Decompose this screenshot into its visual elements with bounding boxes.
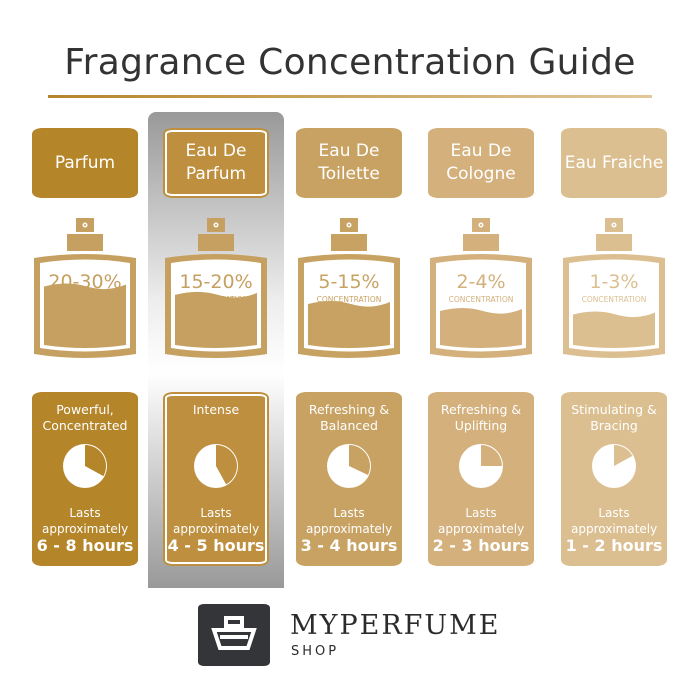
type-name: Eau De Toilette — [318, 141, 380, 184]
brand-sub: SHOP — [291, 644, 340, 659]
logo-icon — [198, 604, 270, 666]
pie-wedge — [481, 445, 502, 466]
pie-wedge — [85, 445, 106, 477]
concentration-percent: 15-20% — [179, 271, 253, 293]
bottle-neck — [596, 234, 632, 251]
clock-pie-icon — [327, 444, 371, 488]
type-header: Eau Fraiche — [561, 128, 667, 198]
bottle-neck — [198, 234, 234, 251]
pie-wedge — [349, 445, 370, 475]
liquid-level — [175, 291, 257, 348]
lasts-label: Lasts approximately — [173, 506, 260, 536]
fragrance-column: Eau De Toilette 5-15% CONCENTRATION Refr… — [296, 0, 402, 700]
brand-name: MYPERFUME — [290, 610, 501, 641]
character-description: Powerful, Concentrated — [42, 402, 128, 433]
fragrance-column: Parfum 20-30% CONCENTRATION Powerful, Co… — [32, 0, 138, 700]
duration-hours: 6 - 8 hours — [36, 536, 134, 555]
type-name: Parfum — [54, 152, 116, 173]
longevity-card: Stimulating & Bracing Lasts approximatel… — [561, 392, 667, 566]
type-name: Eau Fraiche — [564, 152, 664, 173]
type-name: Eau De Cologne — [446, 141, 516, 184]
liquid-level — [440, 308, 522, 348]
character-description: Refreshing & Balanced — [308, 402, 390, 433]
bottle-icon: 2-4% CONCENTRATION — [428, 218, 534, 360]
liquid-level — [44, 283, 126, 348]
duration-hours: 4 - 5 hours — [167, 536, 265, 555]
fragrance-column: Eau Fraiche 1-3% CONCENTRATION Stimulati… — [561, 0, 667, 700]
clock-pie-icon — [194, 444, 238, 488]
longevity-card: Powerful, Concentrated Lasts approximate… — [32, 392, 138, 566]
bottle-neck — [463, 234, 499, 251]
duration-hours: 1 - 2 hours — [565, 536, 663, 555]
clock-pie-icon — [592, 444, 636, 488]
longevity-card: Intense Lasts approximately 4 - 5 hours — [163, 392, 269, 566]
type-name: Eau De Parfum — [185, 141, 247, 184]
type-header: Eau De Parfum — [163, 128, 269, 198]
pie-wedge — [216, 445, 237, 485]
concentration-label: CONCENTRATION — [448, 295, 514, 304]
duration-hours: 2 - 3 hours — [432, 536, 530, 555]
lasts-label: Lasts approximately — [306, 506, 393, 536]
bottle-neck — [331, 234, 367, 251]
character-description: Refreshing & Uplifting — [440, 402, 522, 433]
type-header: Eau De Cologne — [428, 128, 534, 198]
concentration-percent: 5-15% — [318, 271, 380, 293]
character-description: Stimulating & Bracing — [571, 402, 657, 433]
concentration-percent: 2-4% — [456, 271, 506, 293]
character-description: Intense — [192, 402, 240, 417]
bottle-icon: 1-3% CONCENTRATION — [561, 218, 667, 360]
lasts-label: Lasts approximately — [42, 506, 129, 536]
fragrance-column: Eau De Parfum 15-20% CONCENTRATION Inten… — [163, 0, 269, 700]
liquid-level — [308, 301, 390, 348]
concentration-label: CONCENTRATION — [581, 295, 647, 304]
page-title: Fragrance Concentration Guide — [64, 42, 636, 83]
liquid-level — [573, 311, 655, 348]
bottle-neck — [67, 234, 103, 251]
clock-pie-icon — [459, 444, 503, 488]
longevity-card: Refreshing & Balanced Lasts approximatel… — [296, 392, 402, 566]
concentration-percent: 20-30% — [48, 271, 122, 293]
concentration-label: CONCENTRATION — [316, 295, 382, 304]
longevity-card: Refreshing & Uplifting Lasts approximate… — [428, 392, 534, 566]
type-header: Eau De Toilette — [296, 128, 402, 198]
lasts-label: Lasts approximately — [571, 506, 658, 536]
fragrance-column: Eau De Cologne 2-4% CONCENTRATION Refres… — [428, 0, 534, 700]
pie-wedge — [614, 445, 633, 466]
concentration-label: CONCENTRATION — [183, 295, 249, 304]
type-header: Parfum — [32, 128, 138, 198]
duration-hours: 3 - 4 hours — [300, 536, 398, 555]
bottle-icon: 5-15% CONCENTRATION — [296, 218, 402, 360]
title-divider — [48, 95, 652, 98]
bottle-icon: 15-20% CONCENTRATION — [163, 218, 269, 360]
bottle-icon: 20-30% CONCENTRATION — [32, 218, 138, 360]
clock-pie-icon — [63, 444, 107, 488]
concentration-percent: 1-3% — [589, 271, 639, 293]
lasts-label: Lasts approximately — [438, 506, 525, 536]
concentration-label: CONCENTRATION — [52, 295, 118, 304]
